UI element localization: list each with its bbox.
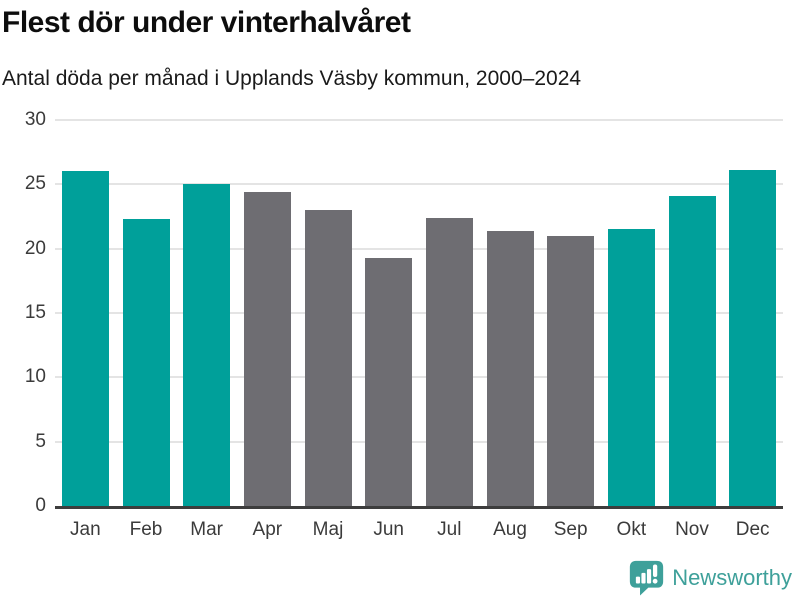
x-axis-label-sep: Sep [553,519,588,540]
gridline-20 [55,247,783,250]
x-axis-label-dec: Dec [735,519,770,540]
y-axis-label-5: 5 [35,430,46,452]
bar-maj [304,210,352,506]
bar-sep [547,235,595,506]
x-axis-label-nov: Nov [675,519,709,540]
bar-okt [607,229,655,506]
gridline-5 [55,440,783,443]
gridline-15 [55,312,783,314]
x-axis-label-feb: Feb [129,519,163,540]
footer-brand: Newsworthy [628,559,792,596]
y-axis-label-25: 25 [24,173,46,195]
x-axis-label-jan: Jan [70,519,101,540]
x-axis-label-aug: Aug [493,519,527,540]
bar-nov [668,195,716,506]
y-axis-label-30: 30 [24,109,46,130]
gridline-25 [55,183,783,186]
plot-area: 0 5 10 15 20 25 30 Jan Feb Mar Apr Maj Jun Jul Aug Sep O… [24,109,783,540]
gridline-10 [55,376,783,379]
newsworthy-wordmark: Newsworthy [672,564,792,590]
chart-title: Flest dör under vinterhalvåret [2,6,411,39]
bar-apr [243,192,291,506]
x-axis-label-jul: Jul [437,519,462,540]
bar-jan [61,171,109,506]
x-axis-line [55,506,783,509]
y-axis-label-20: 20 [24,237,46,259]
x-axis-label-apr: Apr [252,519,283,540]
bar-feb [122,219,170,506]
bar-jun [365,257,413,506]
x-axis-label-jun: Jun [373,519,404,540]
newsworthy-logo-icon [628,559,665,596]
gridline-30 [55,119,783,121]
y-axis-label-10: 10 [24,366,46,388]
bar-aug [486,230,534,506]
x-axis-label-okt: Okt [616,519,647,540]
bar-dec [729,170,777,506]
bar-mar [183,184,231,506]
y-axis-label-0: 0 [35,495,46,516]
bar-jul [425,217,473,506]
x-axis-label-mar: Mar [190,519,224,540]
y-axis-label-15: 15 [24,302,46,323]
chart-subtitle: Antal döda per månad i Upplands Väsby ko… [2,67,582,90]
x-axis-label-maj: Maj [312,519,344,540]
